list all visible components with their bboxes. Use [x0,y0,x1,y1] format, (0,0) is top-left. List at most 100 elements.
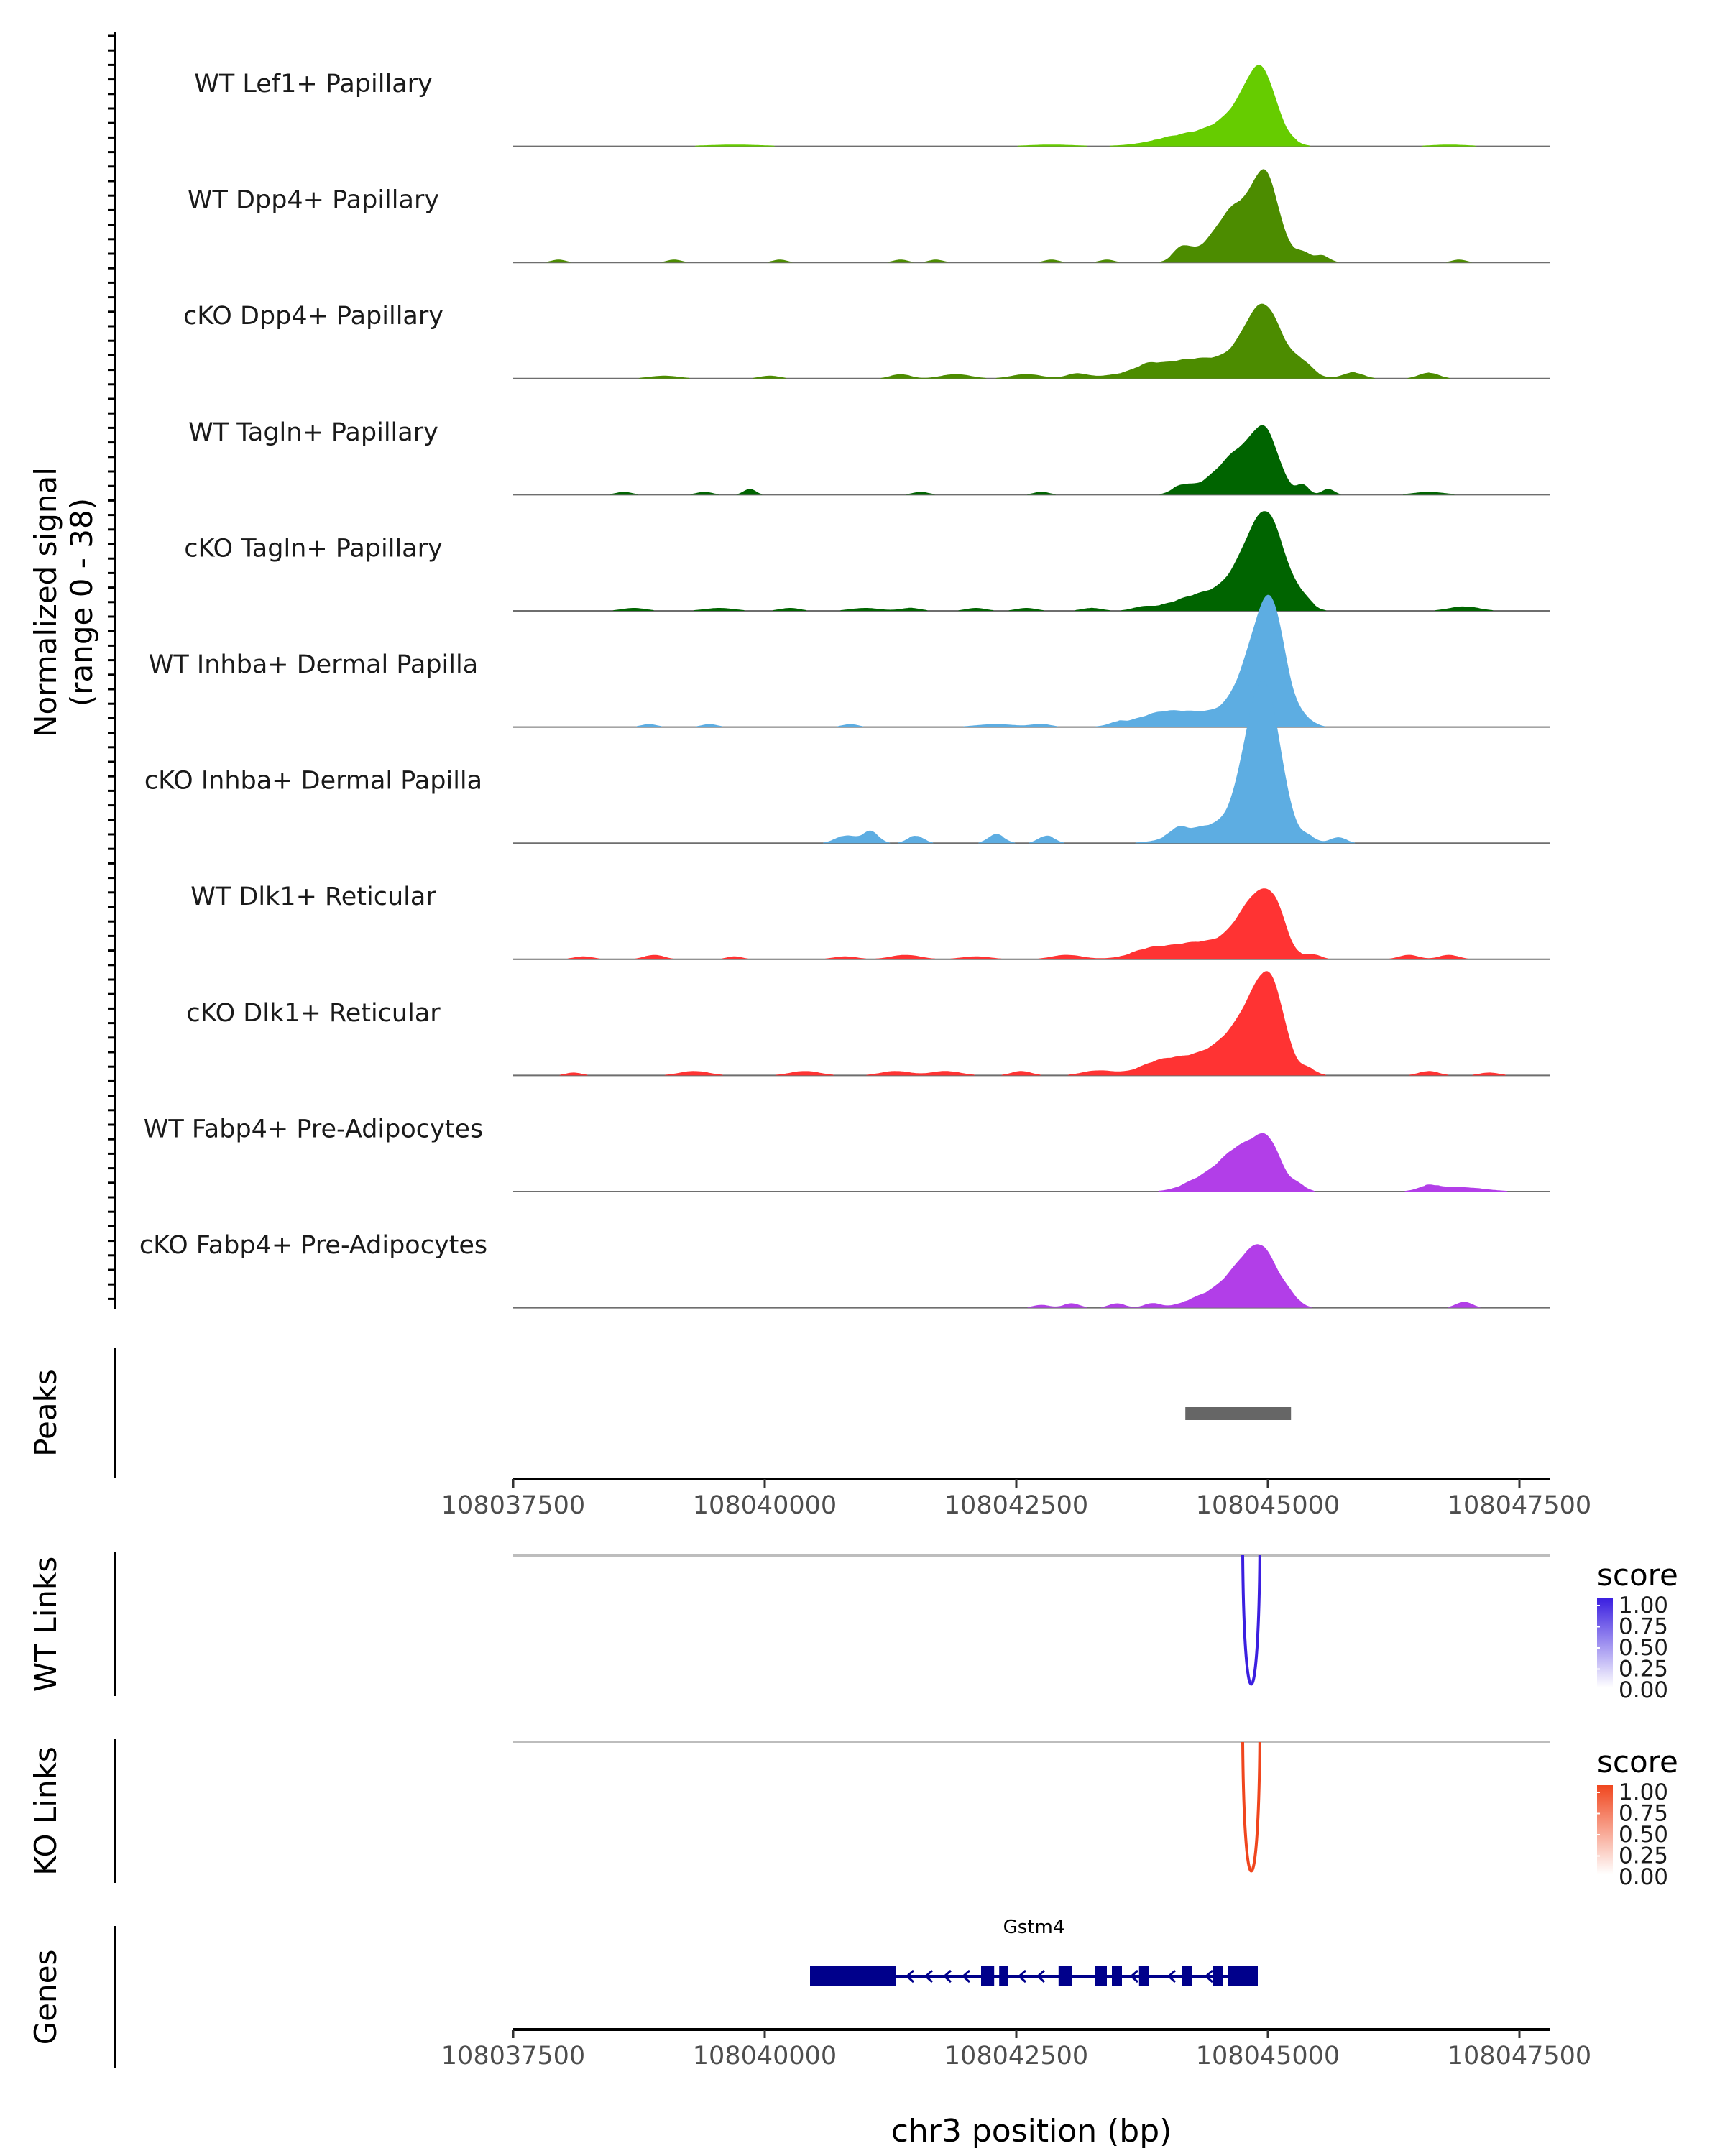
x-tick-label: 108045000 [1196,2042,1340,2070]
x-tick-label: 108047500 [1448,2042,1591,2070]
exon-block [1138,1966,1149,1986]
track-label-cko-dlk1-reticular: cKO Dlk1+ Reticular [186,999,441,1028]
track-label-cko-tagln-papillary: cKO Tagln+ Papillary [184,534,443,563]
track-label-wt-fabp4-pre-adipocytes: WT Fabp4+ Pre-Adipocytes [144,1115,483,1143]
peaks-panel: Peaks 108037500 108040000 108042500 1080450… [28,1348,1591,1520]
coverage-ylabel-line2: (range 0 - 38) [64,498,99,706]
legend-tick-label: 0.50 [1619,1635,1668,1661]
legend-colorbar-wt-links [1597,1598,1613,1687]
exon-block [1112,1966,1122,1986]
track-label-wt-dlk1-reticular: WT Dlk1+ Reticular [190,883,436,911]
legend-tick-label: 0.75 [1619,1614,1668,1640]
coverage-y-axis [108,32,116,1309]
strand-arrow [905,1969,914,1984]
legend-tick-label: 0.25 [1619,1843,1668,1869]
legend-tick-label: 0.75 [1619,1801,1668,1827]
legend-tick-label: 0.00 [1619,1864,1668,1890]
track-label-wt-tagln-papillary: WT Tagln+ Papillary [188,418,438,447]
exon-block [981,1966,995,1986]
gene-name-label: Gstm4 [1003,1917,1065,1938]
link-arc-ko-links [1241,1741,1261,1873]
links-label-wt-links: WT Links [28,1557,63,1692]
signal-area-wt-fabp4-pre-adipocytes [513,1133,1550,1192]
link-arc-wt-links [1241,1554,1261,1686]
legend-tick-label: 0.50 [1619,1822,1668,1848]
coverage-track-cko-tagln-papillary: cKO Tagln+ Papillary [184,511,1550,612]
signal-area-cko-dpp4-papillary [513,303,1550,379]
exon-block [810,1966,896,1986]
x-tick-label: 108037500 [441,2042,585,2070]
track-label-wt-lef1-papillary: WT Lef1+ Papillary [194,70,433,98]
exon-block [1095,1966,1107,1986]
track-label-wt-inhba-dermal-papilla: WT Inhba+ Dermal Papilla [149,650,478,679]
x-tick-label: 108040000 [693,1491,837,1520]
legend-tick-label: 0.00 [1619,1677,1668,1703]
coverage-track-wt-dlk1-reticular: WT Dlk1+ Reticular [190,883,1550,960]
legend-tick-label: 1.00 [1619,1593,1668,1618]
coverage-track-wt-lef1-papillary: WT Lef1+ Papillary [194,65,1550,147]
gene-model-gstm4: Gstm4 [810,1917,1258,1986]
coverage-track-cko-dlk1-reticular: cKO Dlk1+ Reticular [186,971,1550,1077]
x-tick-label: 108042500 [944,1491,1088,1520]
legend-title-wt-links: score [1597,1557,1678,1593]
x-tick-label: 108047500 [1448,1491,1591,1520]
signal-area-wt-lef1-papillary [513,65,1550,147]
genes-label: Genes [28,1950,63,2045]
peak-regions [1185,1407,1292,1420]
strand-arrow [1017,1969,1026,1984]
x-axis-bottom: 108037500 108040000 108042500 108045000 1080… [441,2030,1591,2070]
coverage-track-cko-inhba-dermal-papilla: cKO Inhba+ Dermal Papilla [144,681,1550,844]
coverage-track-cko-dpp4-papillary: cKO Dpp4+ Papillary [183,302,1550,379]
track-label-cko-inhba-dermal-papilla: cKO Inhba+ Dermal Papilla [144,767,482,796]
signal-area-wt-inhba-dermal-papilla [513,594,1550,727]
exon-block [1228,1966,1258,1986]
signal-area-cko-tagln-papillary [513,511,1550,611]
track-label-cko-fabp4-pre-adipocytes: cKO Fabp4+ Pre-Adipocytes [139,1231,487,1260]
strand-arrow [1204,1969,1213,1984]
track-label-cko-dpp4-papillary: cKO Dpp4+ Papillary [183,302,443,331]
peak-region [1185,1407,1292,1420]
exon-block [1213,1966,1223,1986]
strand-arrow [1129,1969,1138,1984]
coverage-ylabel-line1: Normalized signal [28,467,63,737]
coverage-track-wt-inhba-dermal-papilla: WT Inhba+ Dermal Papilla [149,594,1550,728]
x-axis-title: chr3 position (bp) [891,2113,1172,2150]
track-label-wt-dpp4-papillary: WT Dpp4+ Papillary [188,186,439,215]
signal-area-cko-dlk1-reticular [513,971,1550,1076]
strand-arrow [1167,1969,1176,1984]
coverage-track-wt-tagln-papillary: WT Tagln+ Papillary [188,418,1550,496]
coverage-track-wt-fabp4-pre-adipocytes: WT Fabp4+ Pre-Adipocytes [144,1115,1550,1192]
strand-arrow [942,1969,952,1984]
strand-arrow [961,1969,970,1984]
signal-area-cko-fabp4-pre-adipocytes [513,1244,1550,1308]
legend-tick-label: 1.00 [1619,1779,1668,1805]
gene-models: Gstm4 [810,1917,1258,1986]
coverage-track-cko-fabp4-pre-adipocytes: cKO Fabp4+ Pre-Adipocytes [139,1231,1550,1309]
peaks-label: Peaks [28,1369,63,1457]
x-tick-label: 108042500 [944,2042,1088,2070]
signal-area-wt-dpp4-papillary [513,169,1550,263]
strand-arrow [924,1969,933,1984]
signal-area-cko-inhba-dermal-papilla [513,681,1550,844]
legend-tick-label: 0.25 [1619,1657,1668,1682]
coverage-track-wt-dpp4-papillary: WT Dpp4+ Papillary [188,169,1550,264]
legend-title-ko-links: score [1597,1744,1678,1779]
x-tick-label: 108045000 [1196,1491,1340,1520]
x-tick-label: 108040000 [693,2042,837,2070]
signal-area-wt-tagln-papillary [513,425,1550,495]
exon-block [1182,1966,1192,1986]
genes-panel: Genes Gstm4 108037500 108040000 108042500 1… [28,1917,1591,2070]
coverage-tracks: WT Lef1+ Papillary WT Dpp4+ Papillary cKO … [139,65,1550,1309]
strand-arrow [1036,1969,1045,1984]
links-label-ko-links: KO Links [28,1746,63,1876]
signal-area-wt-dlk1-reticular [513,888,1550,959]
legend-colorbar-ko-links [1597,1785,1613,1874]
exon-block [1058,1966,1072,1986]
x-axis-top: 108037500 108040000 108042500 108045000 1080… [441,1479,1591,1520]
exon-block [999,1966,1008,1986]
x-tick-label: 108037500 [441,1491,585,1520]
